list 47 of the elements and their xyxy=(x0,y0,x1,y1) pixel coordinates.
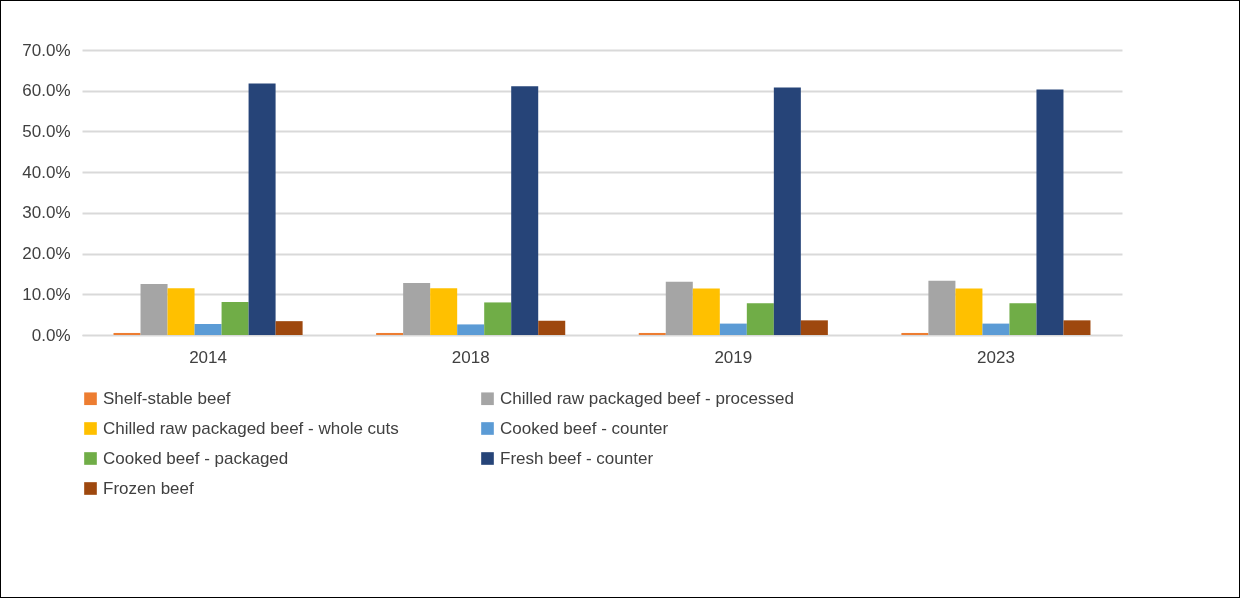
x-tick-label: 2014 xyxy=(189,347,227,367)
bar xyxy=(457,324,485,335)
bar xyxy=(167,288,195,335)
bar xyxy=(1036,89,1064,335)
bar xyxy=(403,282,431,335)
legend-label: Fresh beef - counter xyxy=(500,448,654,468)
bar xyxy=(538,320,566,335)
bar xyxy=(113,332,141,335)
x-tick-label: 2018 xyxy=(451,347,490,367)
x-tick-label: 2019 xyxy=(714,347,753,367)
bar xyxy=(511,86,539,335)
legend-label: Cooked beef - counter xyxy=(500,418,669,438)
bar xyxy=(719,323,747,335)
bar xyxy=(638,332,666,335)
bar xyxy=(248,83,276,335)
y-tick-label: 0.0% xyxy=(31,325,71,345)
y-tick-label: 60.0% xyxy=(22,81,71,101)
bar xyxy=(1009,303,1037,335)
bar xyxy=(221,302,249,335)
x-tick-label: 2023 xyxy=(977,347,1015,367)
legend-label: Shelf-stable beef xyxy=(103,388,231,408)
bar xyxy=(194,324,222,335)
bar xyxy=(430,288,458,335)
legend-label: Frozen beef xyxy=(103,478,194,498)
legend-label: Chilled raw packaged beef - processed xyxy=(500,388,794,408)
bar xyxy=(484,302,512,335)
y-tick-label: 40.0% xyxy=(22,162,71,182)
bar xyxy=(665,281,693,335)
bar xyxy=(140,284,168,335)
bar xyxy=(692,288,720,335)
bar xyxy=(982,323,1010,335)
y-tick-label: 20.0% xyxy=(22,244,71,264)
bar xyxy=(928,280,956,335)
bar xyxy=(773,87,801,335)
bar xyxy=(955,288,983,335)
legend-label: Chilled raw packaged beef - whole cuts xyxy=(103,418,399,438)
bar xyxy=(376,332,404,335)
bar xyxy=(1063,320,1091,335)
legend-label: Cooked beef - packaged xyxy=(103,448,289,468)
y-tick-label: 50.0% xyxy=(22,121,71,141)
y-tick-label: 30.0% xyxy=(22,203,71,223)
bar xyxy=(275,321,303,335)
bar xyxy=(746,303,774,335)
y-tick-label: 70.0% xyxy=(22,40,71,60)
bar xyxy=(800,320,828,335)
bar xyxy=(901,332,929,335)
y-tick-label: 10.0% xyxy=(22,284,71,304)
